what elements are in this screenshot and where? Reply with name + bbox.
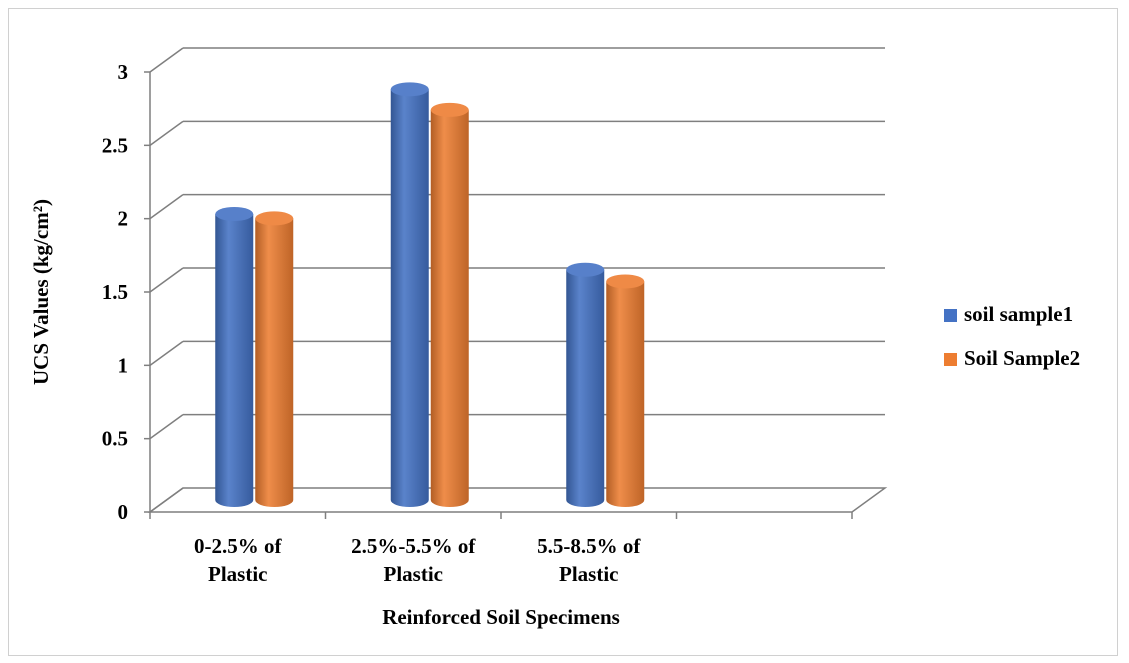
x-category-label: 5.5-8.5% of — [537, 534, 641, 558]
bar-body — [430, 109, 469, 507]
y-tick-label: 1.5 — [102, 280, 128, 304]
legend-swatch — [944, 309, 957, 322]
side-wall-line — [149, 120, 184, 146]
bar-body — [566, 269, 605, 507]
y-tick-label: 0.5 — [102, 427, 128, 451]
bar-soil-sample2-0 — [255, 211, 294, 507]
bar-soil-sample1-0 — [215, 207, 254, 507]
bar-body — [215, 214, 254, 507]
y-tick-label: 2 — [118, 207, 129, 231]
y-tick-labels: 0 0.5 1 1.5 2 2.5 3 — [102, 60, 128, 524]
bar-top — [606, 274, 645, 289]
bar-top — [566, 262, 605, 277]
side-wall-line — [149, 47, 184, 73]
bar-body — [390, 89, 429, 507]
side-wall-line — [149, 414, 184, 440]
x-category-label: Plastic — [208, 562, 267, 586]
x-axis-title: Reinforced Soil Specimens — [382, 605, 620, 629]
y-tick-label: 1 — [118, 353, 129, 377]
side-wall-line — [149, 340, 184, 366]
bar-body — [606, 281, 645, 507]
gridlines — [149, 47, 885, 513]
side-wall-line — [149, 267, 184, 293]
y-tick-label: 3 — [118, 60, 129, 84]
x-category-labels: 0-2.5% of Plastic 2.5%-5.5% of Plastic 5.5-8… — [194, 534, 641, 586]
legend-swatch — [944, 353, 957, 366]
side-wall-line — [149, 487, 184, 513]
bars — [215, 82, 645, 507]
y-tick-label: 2.5 — [102, 133, 128, 157]
legend-label: Soil Sample2 — [964, 346, 1080, 370]
x-category-label: 2.5%-5.5% of — [351, 534, 476, 558]
x-category-label: Plastic — [384, 562, 443, 586]
y-axis-title: UCS Values (kg/cm²) — [29, 199, 53, 385]
legend-label: soil sample1 — [964, 302, 1073, 326]
bar-body — [255, 218, 294, 507]
bar-top — [255, 211, 294, 226]
bar-soil-sample1-2 — [566, 262, 605, 507]
bar-top — [215, 207, 254, 221]
bar-soil-sample1-1 — [390, 82, 429, 507]
x-category-label: Plastic — [559, 562, 618, 586]
y-tick-label: 0 — [118, 500, 129, 524]
bar-soil-sample2-2 — [606, 274, 645, 507]
side-wall-line — [149, 194, 184, 220]
legend: soil sample1 Soil Sample2 — [944, 302, 1080, 370]
bar-top — [390, 82, 429, 97]
x-category-label: 0-2.5% of — [194, 534, 282, 558]
axes — [144, 71, 853, 519]
bar-soil-sample2-1 — [430, 102, 469, 507]
bar-top — [430, 102, 469, 117]
